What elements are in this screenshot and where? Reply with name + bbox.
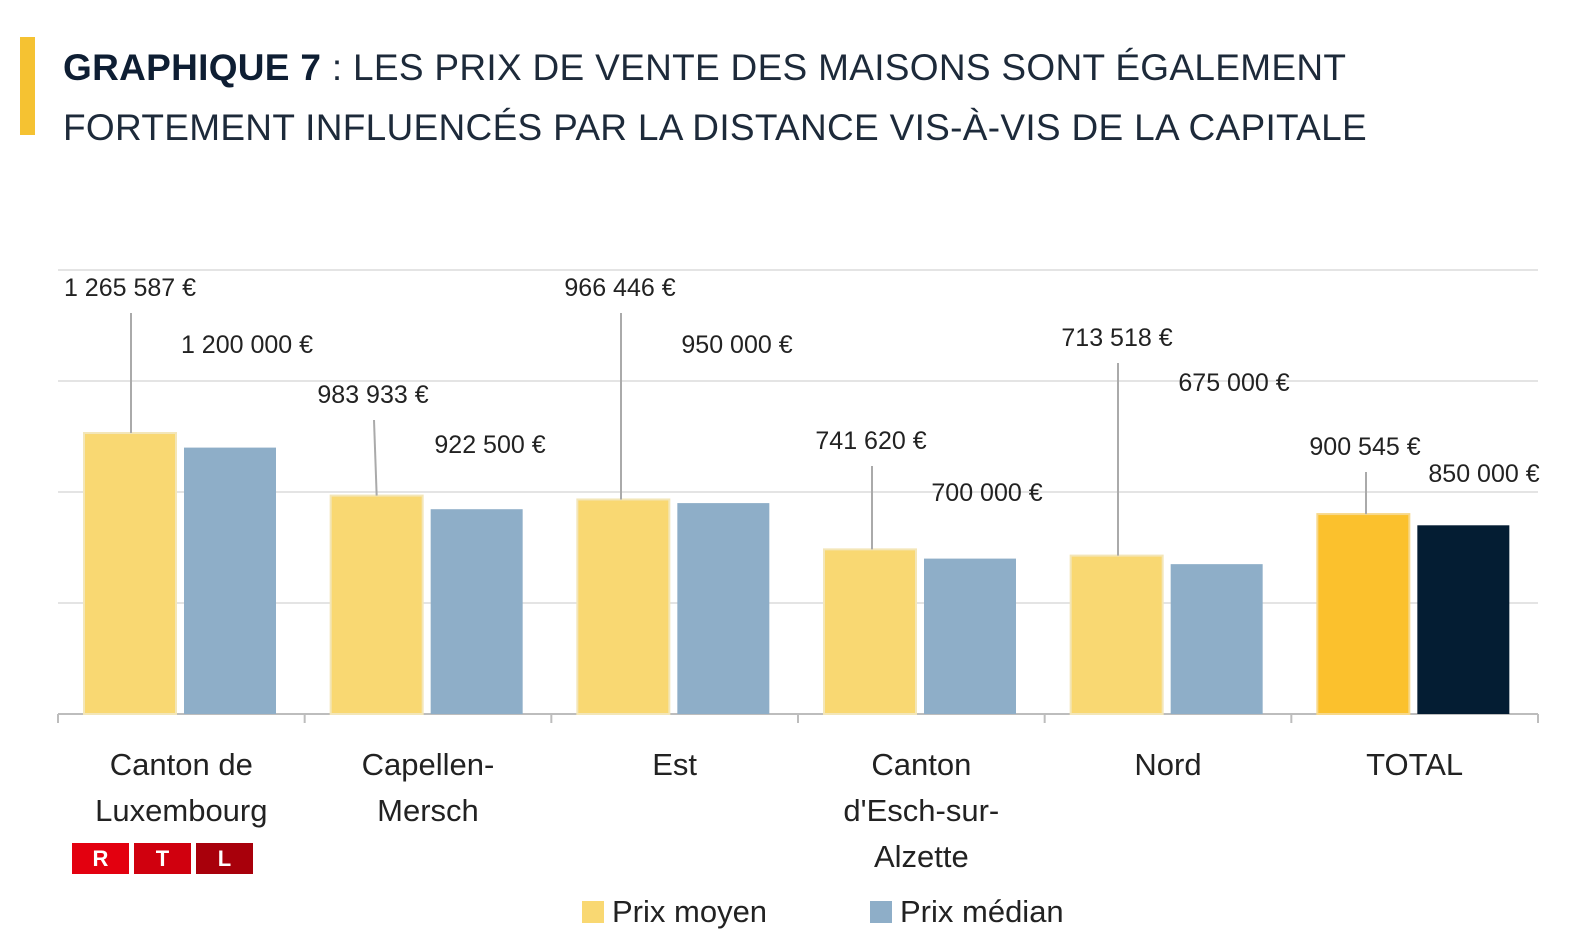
bar-mean bbox=[83, 432, 177, 715]
data-label-mean: 983 933 € bbox=[317, 381, 428, 409]
title-accent-bar bbox=[20, 37, 35, 135]
bar-mean bbox=[329, 494, 424, 715]
legend-item-median: Prix médian bbox=[870, 894, 1064, 930]
x-tick-label: Canton de Luxembourg bbox=[95, 747, 268, 828]
data-label-mean: 741 620 € bbox=[815, 427, 926, 455]
x-tick-label: Capellen-Mersch bbox=[361, 747, 495, 828]
legend-label-mean: Prix moyen bbox=[612, 894, 768, 929]
chart-title-bold: GRAPHIQUE 7 bbox=[63, 47, 322, 88]
legend-swatch-median bbox=[870, 901, 892, 923]
data-label-mean: 900 545 € bbox=[1309, 433, 1420, 461]
legend-item-mean: Prix moyen bbox=[582, 894, 767, 930]
data-label-median: 675 000 € bbox=[1178, 369, 1289, 397]
bar-mean bbox=[823, 548, 917, 715]
data-label-mean: 1 265 587 € bbox=[64, 274, 196, 302]
bar-median bbox=[430, 509, 523, 714]
x-tick-label: Nord bbox=[1134, 747, 1202, 782]
bar-median bbox=[677, 503, 770, 714]
bar-median bbox=[1417, 525, 1510, 714]
legend-swatch-mean bbox=[582, 901, 604, 923]
data-label-median: 1 200 000 € bbox=[181, 331, 313, 359]
data-label-mean: 713 518 € bbox=[1061, 324, 1172, 352]
bar-median bbox=[184, 447, 276, 714]
data-label-median: 700 000 € bbox=[931, 479, 1042, 507]
data-label-mean: 966 446 € bbox=[564, 274, 675, 302]
legend-label-median: Prix médian bbox=[900, 894, 1064, 929]
bar-median bbox=[924, 558, 1016, 714]
chart-title-rest: : LES PRIX DE VENTE DES MAISONS SONT ÉGA… bbox=[63, 47, 1368, 148]
data-label-median: 922 500 € bbox=[434, 431, 545, 459]
bar-mean bbox=[1316, 513, 1411, 715]
bar-median bbox=[1170, 564, 1263, 714]
x-tick-label: TOTAL bbox=[1366, 747, 1464, 782]
data-label-median: 850 000 € bbox=[1428, 460, 1539, 488]
leader-line bbox=[373, 419, 378, 496]
bar-mean bbox=[1069, 554, 1164, 715]
chart-title: GRAPHIQUE 7 : LES PRIX DE VENTE DES MAIS… bbox=[63, 38, 1513, 158]
x-tick-label: Canton d'Esch-sur-Alzette bbox=[843, 747, 1000, 874]
bar-mean bbox=[576, 498, 671, 715]
x-tick-label: Est bbox=[652, 747, 698, 782]
data-label-median: 950 000 € bbox=[681, 331, 792, 359]
